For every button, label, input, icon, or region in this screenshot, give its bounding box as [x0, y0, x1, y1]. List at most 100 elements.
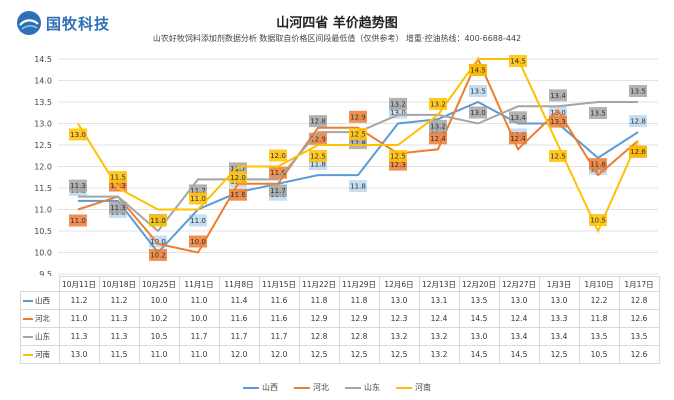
table-cell: 13.0 [458, 327, 500, 346]
table-cell: 12.2 [578, 291, 620, 310]
data-label-text: 13.5 [630, 88, 646, 96]
data-label-text: 11.7 [190, 187, 206, 195]
table-cell: 12.6 [618, 345, 660, 364]
series-line-2 [77, 56, 639, 254]
x-tick-label: 1月10日 [578, 276, 620, 292]
data-label-text: 11.0 [150, 217, 166, 225]
data-label: 12.8 [629, 115, 647, 128]
data-label: 11.0 [189, 192, 207, 205]
data-table: 10月11日 10月18日 10月25日 11月1日 11月8日 11月15日 11月22日… [20, 276, 660, 364]
x-tick-label: 10月25日 [138, 276, 180, 292]
data-label-box [509, 111, 527, 124]
data-label: 13.0 [469, 106, 487, 119]
table-cell: 11.2 [98, 291, 140, 310]
legend-label: 山西 [262, 383, 278, 392]
table-cell: 12.6 [618, 309, 660, 328]
series-swatch [23, 318, 33, 320]
data-label: 13.2 [389, 97, 407, 110]
data-label-text: 11.3 [70, 182, 86, 190]
data-label-box [149, 248, 167, 261]
table-cell: 13.2 [418, 327, 460, 346]
data-label-box [509, 55, 527, 67]
data-label: 11.8 [589, 158, 607, 171]
row-label: 河北 [20, 309, 60, 328]
data-label-box [109, 171, 127, 183]
legend-line [345, 386, 361, 389]
y-tick-label: 12.0 [34, 163, 52, 172]
legend-item: 河南 [396, 382, 431, 393]
y-tick-label: 11.5 [34, 184, 52, 193]
data-label-text: 13.0 [390, 109, 406, 117]
series-swatch [23, 354, 33, 356]
data-label-text: 12.8 [350, 140, 366, 148]
y-tick-label: 13.0 [34, 120, 52, 129]
data-label-text: 12.0 [230, 174, 246, 182]
x-tick-label: 11月15日 [258, 276, 300, 292]
table-cell: 10.2 [138, 309, 180, 328]
table-cell: 12.4 [498, 309, 540, 328]
data-label-box [69, 214, 87, 227]
y-tick-label: 10.5 [34, 227, 52, 236]
data-label: 13.3 [549, 115, 567, 128]
data-label: 12.5 [549, 150, 567, 162]
table-cell: 12.9 [298, 309, 340, 328]
data-label-text: 13.4 [510, 114, 526, 122]
data-label: 12.9 [309, 132, 327, 145]
table-cell: 10.0 [138, 291, 180, 310]
data-label: 11.3 [109, 201, 127, 214]
series-swatch [23, 336, 33, 338]
data-label-box [429, 119, 447, 132]
data-label: 11.3 [69, 179, 87, 192]
data-label-box [429, 97, 447, 110]
data-label-box [349, 128, 367, 140]
data-label-text: 11.0 [190, 217, 206, 225]
logo-globe-icon [17, 11, 41, 35]
series-swatch [23, 300, 33, 302]
data-label-text: 11.8 [310, 161, 326, 169]
data-label-box [69, 179, 87, 192]
table-cell: 11.7 [258, 327, 300, 346]
data-label-text: 11.8 [350, 183, 366, 191]
data-label-box [309, 115, 327, 128]
line-chart: 9.5 10.0 10.5 11.0 11.5 12.0 12.5 13.0 13.5 14.0 1… [34, 55, 658, 276]
table-cell: 12.5 [338, 345, 380, 364]
table-cell: 11.0 [58, 309, 100, 328]
data-label: 11.8 [349, 180, 367, 193]
data-label-text: 11.6 [230, 191, 246, 199]
series-name: 山西 [35, 296, 50, 305]
table-cell: 13.0 [58, 345, 100, 364]
data-label: 12.5 [309, 150, 327, 162]
data-label: 13.2 [429, 119, 447, 132]
data-label-text: 13.2 [430, 100, 446, 108]
data-label: 12.4 [509, 132, 527, 145]
table-cell: 12.0 [258, 345, 300, 364]
series-line-4 [77, 58, 639, 234]
data-label-text: 13.3 [550, 118, 566, 126]
x-tick-label: 1月3日 [538, 276, 580, 292]
table-cell: 13.5 [618, 327, 660, 346]
table-cell: 13.5 [458, 291, 500, 310]
table-cell: 13.0 [498, 291, 540, 310]
data-label: 13.5 [469, 85, 487, 97]
data-label: 10.2 [149, 248, 167, 261]
table-row: 河北 11.0 11.3 10.2 10.0 11.6 11.6 12.9 12.9 12.3 12… [20, 309, 660, 328]
legend-item: 山西 [243, 382, 278, 393]
data-label-box [189, 192, 207, 205]
data-label-text: 13.4 [550, 92, 566, 100]
legend-item: 山东 [345, 382, 380, 393]
table-cell: 11.6 [258, 291, 300, 310]
data-label-text: 13.0 [550, 109, 566, 117]
table-row: 山东 11.3 11.3 10.5 11.7 11.7 11.7 12.8 12.8 13.2 13… [20, 327, 660, 346]
data-label-box [469, 85, 487, 97]
series-name: 河北 [35, 314, 50, 323]
data-label-text: 12.9 [350, 113, 366, 121]
data-label-box [509, 132, 527, 145]
data-label: 11.6 [269, 166, 287, 179]
table-cell: 11.0 [138, 345, 180, 364]
series-name: 山东 [35, 332, 50, 341]
table-cell: 11.3 [98, 327, 140, 346]
table-cell: 11.5 [98, 345, 140, 364]
data-label-box [349, 137, 367, 150]
data-label: 12.0 [269, 149, 287, 162]
data-label-box [629, 85, 647, 97]
